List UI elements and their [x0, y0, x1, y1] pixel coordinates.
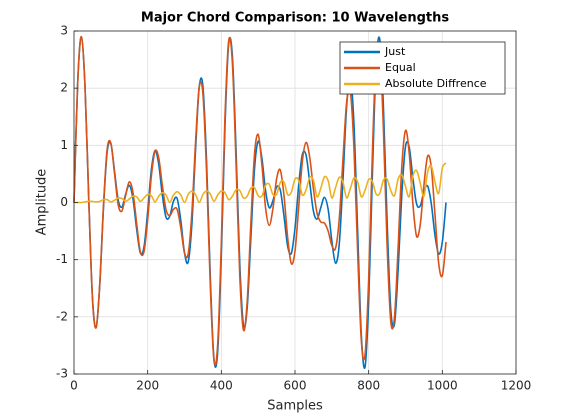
chart-title: Major Chord Comparison: 10 Wavelengths: [141, 11, 449, 26]
y-tick-label: -1: [56, 252, 68, 266]
x-tick-label: 600: [284, 379, 307, 393]
legend-label: Absolute Diffrence: [385, 77, 487, 90]
legend-label: Equal: [385, 61, 416, 74]
x-axis-label: Samples: [267, 399, 323, 414]
series-line: [73, 35, 447, 366]
legend-label: Just: [384, 45, 406, 58]
x-tick-label: 800: [357, 379, 380, 393]
y-axis-label: Amplitude: [35, 169, 50, 236]
x-tick-label: 0: [70, 379, 78, 393]
x-tick-label: 200: [136, 379, 159, 393]
x-tick-label: 1200: [501, 379, 532, 393]
y-tick-label: 1: [60, 138, 68, 152]
x-tick-label: 1000: [427, 379, 458, 393]
y-tick-label: -3: [56, 367, 68, 381]
x-tick-label: 400: [210, 379, 233, 393]
y-tick-label: 3: [60, 24, 68, 38]
legend: Just Equal Absolute Diffrence: [339, 41, 506, 95]
y-tick-label: 2: [60, 81, 68, 95]
lines: [73, 35, 447, 370]
ticks: 0 200 400 600 800 1000 1200 -3 -2 -1 0 1 2 3: [56, 24, 531, 393]
series-line: [74, 162, 447, 204]
y-tick-label: 0: [60, 195, 68, 209]
y-tick-label: -2: [56, 309, 68, 323]
